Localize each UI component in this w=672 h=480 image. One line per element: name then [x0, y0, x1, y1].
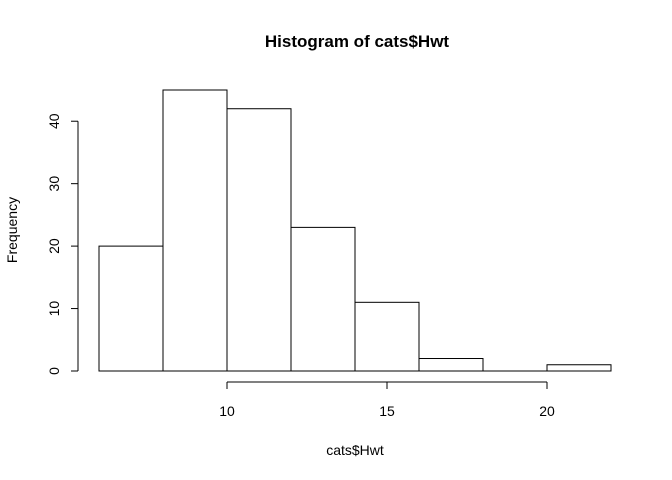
x-axis: 10 15 20 [219, 381, 555, 419]
histogram-bar-1 [162, 89, 228, 372]
histogram-bar-2 [226, 108, 292, 372]
histogram-bar-3 [290, 226, 356, 372]
bars-group [98, 89, 612, 372]
x-tick-label-10: 10 [219, 403, 235, 419]
x-tick-label-20: 20 [539, 403, 555, 419]
histogram-bar-5 [418, 358, 484, 372]
y-axis: 0 10 20 30 40 [46, 113, 79, 375]
y-tick-label-0: 0 [46, 367, 62, 375]
y-tick-label-20: 20 [46, 238, 62, 254]
y-tick-label-10: 10 [46, 301, 62, 317]
chart-title: Histogram of cats$Hwt [265, 32, 450, 51]
y-axis-label: Frequency [4, 197, 20, 263]
histogram-bar-0 [98, 245, 164, 372]
y-tick-label-30: 30 [46, 176, 62, 192]
histogram-bar-7 [546, 364, 612, 372]
histogram-bar-4 [354, 301, 420, 372]
y-tick-label-40: 40 [46, 113, 62, 129]
x-axis-label: cats$Hwt [326, 442, 384, 458]
x-tick-label-15: 15 [379, 403, 395, 419]
